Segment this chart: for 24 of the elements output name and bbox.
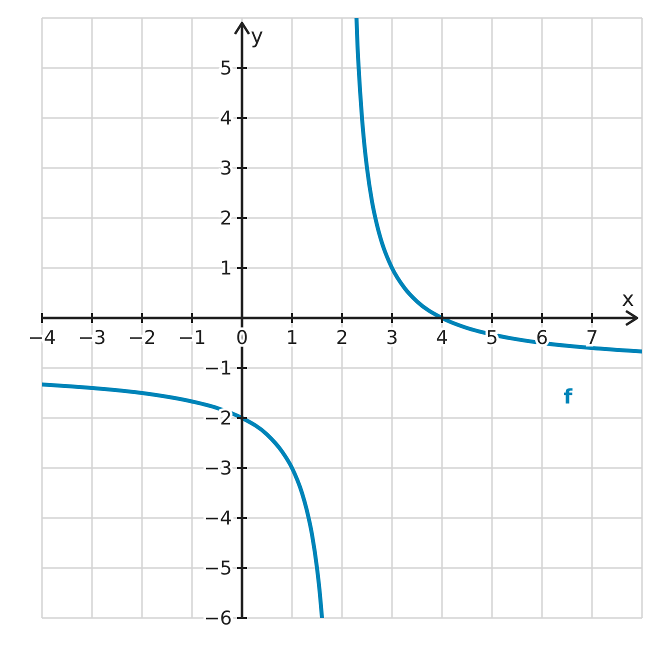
x-tick-label: −1 [178,327,206,349]
x-tick-label: −4 [28,327,56,349]
series-label: f [564,384,573,408]
y-tick-label: 2 [220,208,232,230]
y-axis-title: y [250,24,264,48]
y-tick-label: −4 [204,508,232,530]
x-tick-label: 2 [336,327,348,349]
x-axis-title: x [622,287,634,311]
x-tick-label: −3 [78,327,106,349]
y-tick-label: 3 [220,158,232,180]
line-series [354,18,642,354]
y-tick-label: −6 [204,608,232,630]
x-tick-label: 3 [386,327,398,349]
x-tick-label: −2 [128,327,156,349]
y-tick-label: −5 [204,558,232,580]
y-tick-label: 5 [220,58,232,80]
x-tick-label: 1 [286,327,298,349]
y-tick-label: 4 [220,108,232,130]
y-tick-label: −3 [204,458,232,480]
y-tick-label: −1 [204,358,232,380]
x-tick-label: 7 [586,327,598,349]
y-tick-label: 1 [220,258,232,280]
y-tick-label: −2 [204,408,232,430]
x-tick-label: 4 [436,327,448,349]
